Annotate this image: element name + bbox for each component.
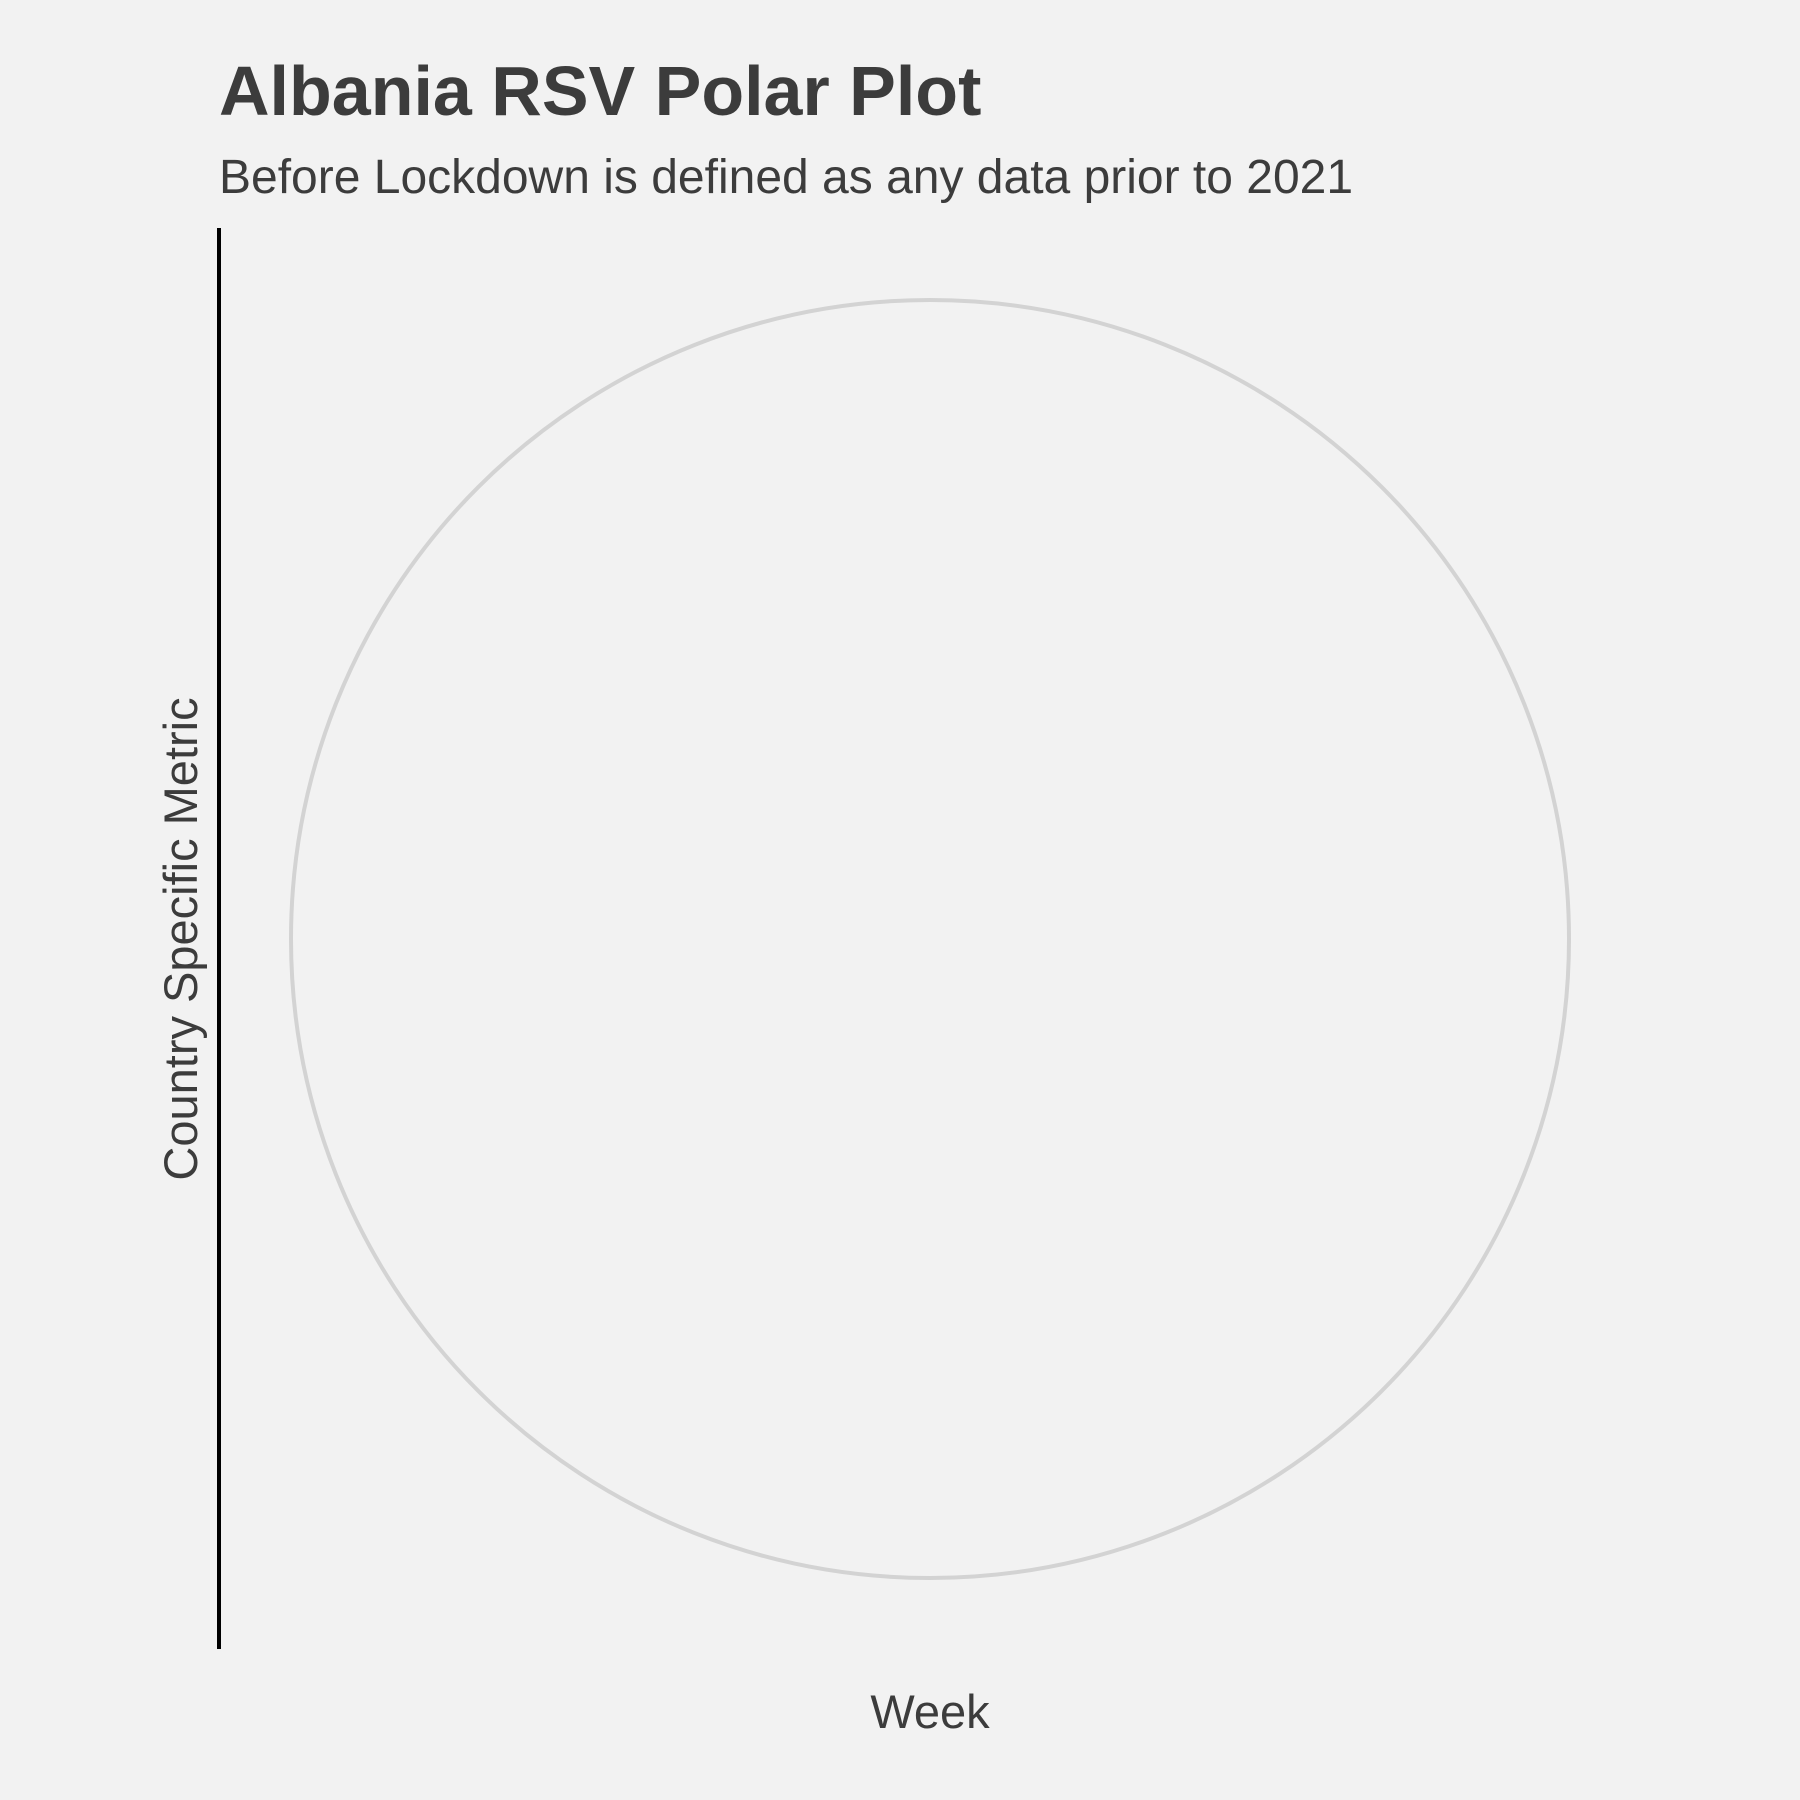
x-axis-title: Week [870, 1685, 990, 1738]
y-axis-title: Country Specific Metric [154, 697, 207, 1180]
chart-subtitle: Before Lockdown is defined as any data p… [219, 151, 1354, 204]
chart-title: Albania RSV Polar Plot [219, 52, 982, 130]
polar-grid-circle [289, 298, 1571, 1580]
